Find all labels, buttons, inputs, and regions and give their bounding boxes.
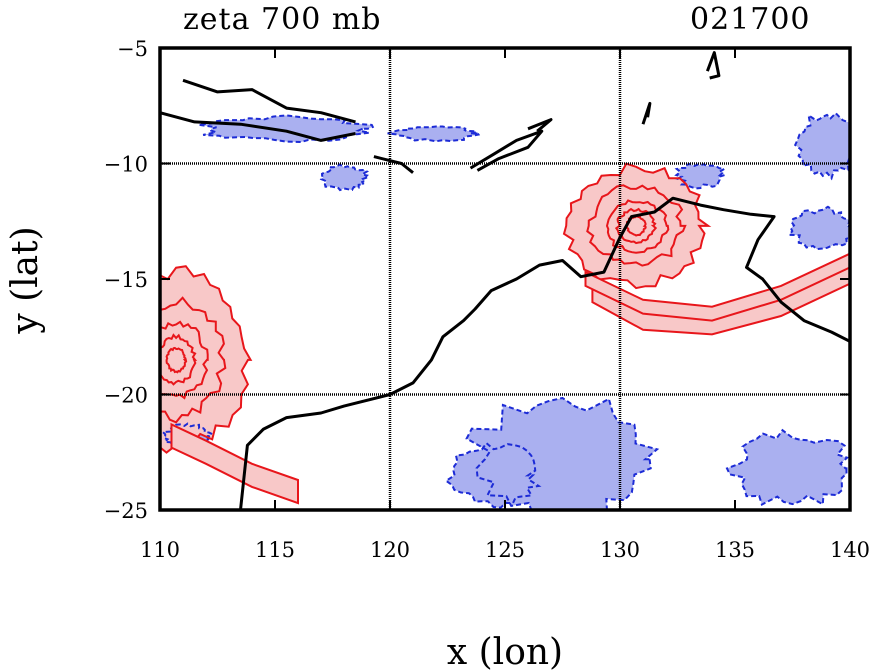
coastline-segment-0 xyxy=(239,196,850,510)
negative-region-fill-8 xyxy=(676,164,725,189)
x-tick-label-120: 120 xyxy=(370,538,410,562)
y-tick-label-5: −5 xyxy=(117,37,148,61)
vortex-1-contour-2 xyxy=(160,320,209,400)
y-tick-label-20: −20 xyxy=(104,384,148,408)
vortex-0-contour-3 xyxy=(586,184,687,267)
x-tick-label-125: 125 xyxy=(485,538,525,562)
x-axis-label: x (lon) xyxy=(447,632,563,672)
vortex-0-contour-2 xyxy=(605,199,670,254)
plot-area xyxy=(160,48,850,510)
rain-band-2 xyxy=(170,422,299,505)
y-axis-ticks: −5 −10 −15 −20 −25 xyxy=(104,37,850,523)
x-tick-label-135: 135 xyxy=(715,538,755,562)
x-tick-label-130: 130 xyxy=(600,538,640,562)
coastline-segment-7 xyxy=(641,101,652,125)
negative-vorticity-fill xyxy=(162,113,850,510)
y-tick-label-15: −15 xyxy=(104,268,148,292)
y-tick-label-25: −25 xyxy=(104,499,148,523)
negative-region-contour-3 xyxy=(793,111,850,181)
x-tick-label-110: 110 xyxy=(140,538,180,562)
coastline-segment-3 xyxy=(373,155,414,174)
coastline-segment-4 xyxy=(469,129,544,172)
negative-region-contour-6 xyxy=(198,114,375,144)
x-tick-label-115: 115 xyxy=(255,538,295,562)
vortex-1-contour-0 xyxy=(165,346,188,374)
negative-region-fill-5 xyxy=(321,164,368,191)
negative-region-fill-4 xyxy=(789,206,850,250)
coastline-segment-6 xyxy=(705,51,721,80)
vortex-1-contour-3 xyxy=(160,296,227,424)
negative-region-contour-4 xyxy=(787,205,850,251)
y-tick-label-10: −10 xyxy=(104,153,148,177)
negative-region-contour-8 xyxy=(674,162,728,190)
negative-region-fill-1 xyxy=(446,443,539,508)
negative-region-fill-2 xyxy=(727,430,848,505)
x-axis-ticks: 110 115 120 125 130 135 140 xyxy=(140,48,870,562)
positive-vorticity-contours xyxy=(160,162,850,505)
gridlines xyxy=(160,48,850,510)
chart-timestamp: 021700 xyxy=(690,2,811,37)
negative-region-fill-3 xyxy=(795,113,850,179)
rain-band-1 xyxy=(584,252,850,322)
coastline-segment-2 xyxy=(160,111,356,142)
negative-region-contour-2 xyxy=(725,428,850,507)
negative-region-fill-6 xyxy=(198,115,373,142)
negative-region-contour-1 xyxy=(444,441,542,509)
coastline xyxy=(160,51,850,510)
y-axis-label: y (lat) xyxy=(5,226,46,334)
negative-region-contour-5 xyxy=(319,163,370,192)
negative-region-contour-0 xyxy=(465,396,660,510)
x-tick-label-140: 140 xyxy=(830,538,870,562)
coastline-segment-1 xyxy=(182,78,356,124)
chart-title: zeta 700 mb xyxy=(183,2,382,37)
vortex-1-contour-4 xyxy=(160,265,253,454)
vortex-0-contour-4 xyxy=(562,162,712,290)
vortex-1-contour-1 xyxy=(160,333,198,386)
coastline-segment-5 xyxy=(527,118,553,133)
